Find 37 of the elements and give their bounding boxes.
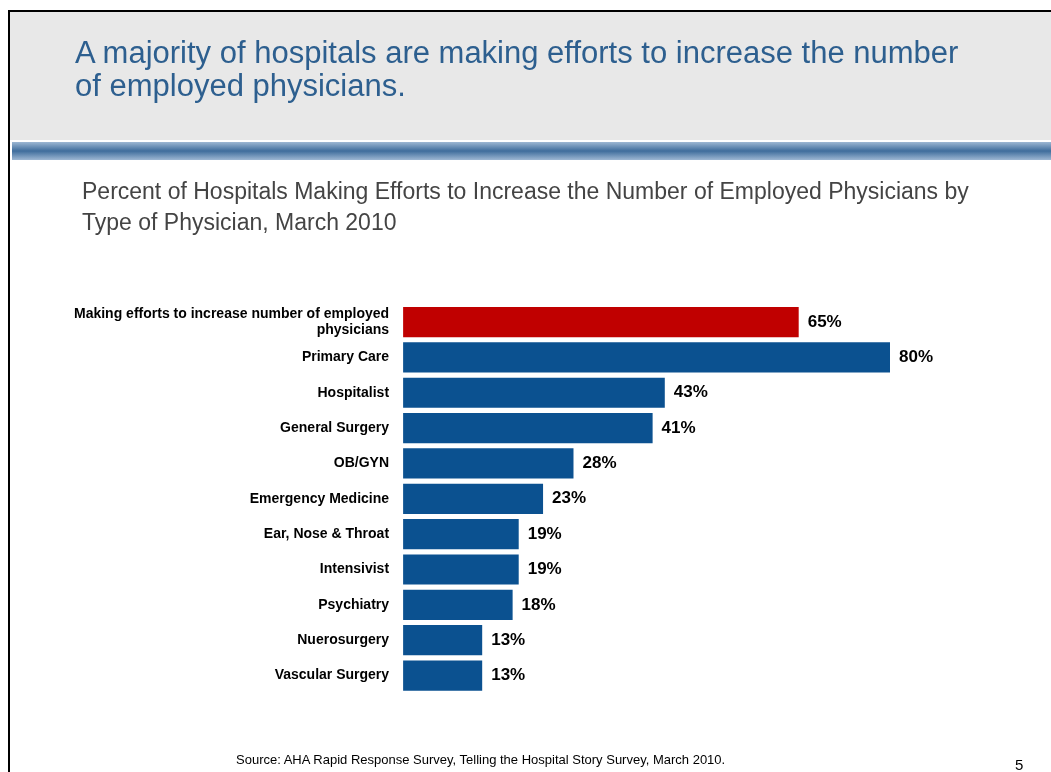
data-label: 13% — [491, 629, 526, 649]
data-label: 28% — [582, 453, 617, 473]
y-tick-label: Nuerosurgery — [297, 631, 390, 648]
bar — [403, 413, 653, 444]
chart-subtitle: Percent of Hospitals Making Efforts to Increase the Number of Employed Physicians by Type of Physician, March 2010 — [82, 177, 970, 237]
bar — [403, 660, 483, 691]
data-label: 18% — [521, 594, 556, 614]
y-tick-label: Emergency Medicine — [249, 489, 390, 506]
data-label: 80% — [899, 347, 934, 367]
text: 5 — [1015, 756, 1024, 772]
y-tick-label: General Surgery — [280, 418, 390, 435]
data-label: 23% — [552, 488, 587, 508]
y-tick-label: Vascular Surgery — [274, 666, 390, 683]
data-label: 43% — [673, 382, 708, 402]
bar — [403, 625, 483, 656]
y-tick-label: OB/GYN — [333, 454, 390, 471]
bar — [403, 448, 574, 479]
data-label: 19% — [527, 559, 562, 579]
chart-title: A majority of hospitals are making efforts to increase the number of employed physicians. — [75, 35, 960, 103]
bar — [403, 377, 665, 408]
y-tick-label: Hospitalist — [317, 383, 390, 400]
bar — [403, 519, 519, 550]
source-note: Source: AHA Rapid Response Survey, Telling the Hospital Story Survey, March 2010. — [236, 752, 726, 767]
data-label: 65% — [807, 311, 842, 331]
bar — [403, 483, 544, 514]
bar — [403, 342, 890, 373]
data-label: 41% — [661, 417, 696, 437]
y-tick-label: Psychiatry — [318, 595, 390, 612]
bar — [403, 554, 519, 585]
data-label: 13% — [491, 665, 526, 685]
y-tick-label: Making efforts to increase number of employed physicians — [74, 304, 390, 338]
y-tick-label: Intensivist — [319, 560, 390, 577]
data-label: 19% — [527, 523, 562, 543]
y-tick-label: Primary Care — [301, 348, 390, 365]
bar — [403, 589, 513, 620]
y-tick-label: Ear, Nose & Throat — [263, 525, 390, 541]
bar — [403, 306, 799, 338]
